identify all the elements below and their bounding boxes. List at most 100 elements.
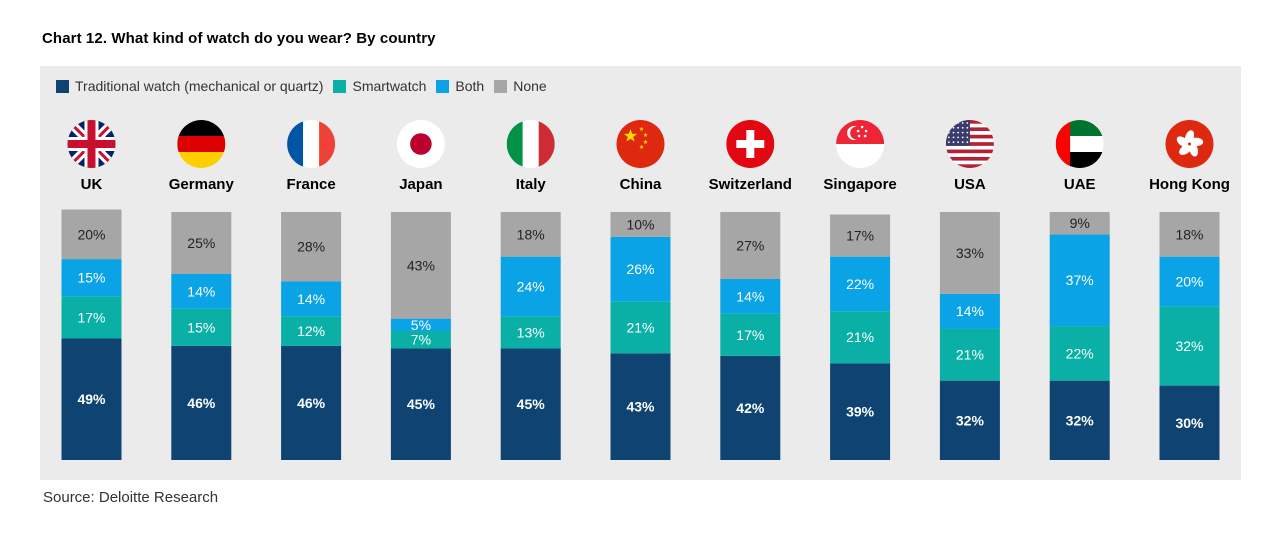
legend-label-both: Both	[455, 78, 485, 94]
bar-segment-traditional	[61, 338, 122, 460]
bar-segment-none	[500, 212, 561, 257]
italy-flag-icon	[506, 120, 555, 168]
bar-group: China 43% 21% 26% 10%	[610, 176, 671, 460]
bar-segment-traditional	[1049, 380, 1110, 460]
legend-label-none: None	[513, 78, 547, 94]
bar-segment-both	[610, 236, 671, 302]
chart-title: Chart 12. What kind of watch do you wear…	[42, 30, 436, 47]
bar-segment-smartwatch	[1049, 326, 1110, 381]
bar-segment-none	[1159, 212, 1220, 257]
bar-segment-none	[610, 212, 671, 237]
bar-segment-none	[281, 212, 342, 282]
country-label: France	[286, 176, 335, 193]
bar-group: USA 32% 21% 14% 33%	[939, 176, 1000, 460]
data-label-none: 17%	[846, 228, 874, 244]
bar-group: UK 49% 17% 15% 20%	[61, 176, 122, 460]
bar-segment-both	[171, 274, 232, 309]
bar-segment-both	[939, 293, 1000, 329]
data-label-smartwatch: 15%	[187, 319, 215, 335]
japan-flag-icon	[396, 120, 445, 168]
data-label-smartwatch: 12%	[297, 323, 325, 339]
country-label: China	[620, 176, 662, 193]
country-label: Italy	[516, 176, 547, 193]
data-label-traditional: 49%	[77, 391, 106, 407]
data-label-both: 22%	[846, 276, 874, 292]
data-label-none: 18%	[517, 226, 545, 242]
bar-segment-smartwatch	[720, 313, 781, 356]
bar-group: Italy 45% 13% 24% 18%	[500, 176, 561, 460]
bar-segment-both	[500, 256, 561, 317]
data-label-both: 24%	[517, 278, 545, 294]
data-label-smartwatch: 21%	[626, 319, 654, 335]
bar-segment-both	[1049, 234, 1110, 327]
data-label-both: 5%	[411, 317, 431, 333]
bar-group: UAE 32% 22% 37% 9%	[1049, 176, 1110, 460]
bar-segment-both	[61, 259, 122, 297]
country-label: Hong Kong	[1149, 176, 1230, 193]
uae-flag-icon	[1055, 120, 1104, 168]
data-label-smartwatch: 21%	[956, 347, 984, 363]
bar-group: France 46% 12% 14% 28%	[281, 176, 342, 460]
data-label-traditional: 46%	[297, 395, 326, 411]
bar-segment-smartwatch	[500, 316, 561, 349]
bar-segment-traditional	[390, 348, 451, 460]
data-label-smartwatch: 7%	[411, 332, 431, 348]
data-label-none: 28%	[297, 239, 325, 255]
bar-segment-none	[61, 209, 122, 260]
data-label-both: 14%	[736, 288, 764, 304]
hong-kong-flag-icon	[1165, 120, 1214, 168]
data-label-traditional: 45%	[407, 396, 436, 412]
country-label: UK	[81, 176, 103, 193]
bar-segment-smartwatch	[281, 316, 342, 346]
data-label-both: 37%	[1066, 272, 1094, 288]
country-label: USA	[954, 176, 986, 193]
data-label-smartwatch: 21%	[846, 329, 874, 345]
data-label-both: 26%	[626, 261, 654, 277]
data-label-smartwatch: 32%	[1175, 338, 1203, 354]
bar-group: Singapore 39% 21% 22% 17%	[823, 176, 897, 460]
data-label-traditional: 30%	[1175, 415, 1204, 431]
data-label-traditional: 32%	[956, 412, 985, 428]
germany-flag-icon	[177, 120, 226, 168]
legend-swatch-none	[494, 79, 508, 93]
legend-item-smartwatch: Smartwatch	[333, 78, 426, 94]
bar-segment-traditional	[830, 363, 891, 460]
bar-segment-traditional	[720, 355, 781, 460]
singapore-flag-icon	[836, 120, 885, 168]
bar-segment-both	[830, 256, 891, 312]
data-label-both: 14%	[956, 303, 984, 319]
data-label-traditional: 42%	[736, 400, 765, 416]
bar-segment-both	[390, 318, 451, 332]
bar-segment-traditional	[1159, 385, 1220, 460]
data-label-both: 20%	[1175, 273, 1203, 289]
legend-item-none: None	[494, 78, 547, 94]
bar-segment-none	[1049, 212, 1110, 235]
switzerland-flag-icon	[726, 120, 775, 168]
bar-segment-none	[939, 212, 1000, 294]
country-label: Singapore	[823, 176, 896, 193]
data-label-both: 15%	[77, 270, 105, 286]
source-note: Source: Deloitte Research	[43, 489, 219, 506]
bar-segment-none	[171, 212, 232, 274]
bar-segment-none	[390, 212, 451, 319]
usa-flag-icon	[945, 120, 994, 168]
bar-segment-smartwatch	[939, 328, 1000, 381]
country-label: Germany	[169, 176, 235, 193]
legend-label-traditional: Traditional watch (mechanical or quartz)	[75, 78, 324, 94]
bar-group: Hong Kong 30% 32% 20% 18%	[1149, 176, 1230, 460]
country-label: Japan	[399, 176, 442, 193]
bar-segment-traditional	[939, 380, 1000, 460]
legend: Traditional watch (mechanical or quartz)…	[56, 76, 557, 96]
legend-swatch-traditional	[56, 79, 69, 93]
data-label-traditional: 32%	[1066, 412, 1095, 428]
data-label-traditional: 46%	[187, 395, 216, 411]
bar-segment-smartwatch	[610, 301, 671, 354]
bar-segment-none	[720, 212, 781, 279]
data-label-traditional: 45%	[517, 396, 546, 412]
country-label: UAE	[1064, 176, 1096, 193]
data-label-smartwatch: 17%	[736, 327, 764, 343]
data-label-none: 25%	[187, 235, 215, 251]
france-flag-icon	[287, 120, 336, 168]
data-label-both: 14%	[187, 283, 215, 299]
bar-segment-traditional	[610, 353, 671, 460]
